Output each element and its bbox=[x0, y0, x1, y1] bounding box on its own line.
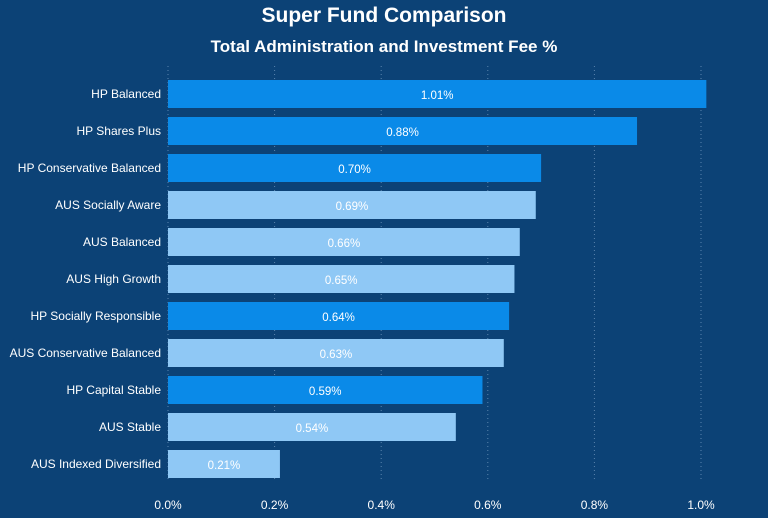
bar bbox=[168, 80, 707, 108]
data-label: 0.54% bbox=[296, 423, 329, 435]
bar bbox=[168, 117, 638, 145]
category-label: AUS Indexed Diversified bbox=[31, 457, 161, 471]
bar bbox=[168, 413, 456, 441]
chart-subtitle: Total Administration and Investment Fee … bbox=[211, 37, 558, 56]
category-label: AUS Socially Aware bbox=[55, 198, 161, 212]
x-tick-label: 0.8% bbox=[581, 498, 609, 512]
category-label: AUS High Growth bbox=[66, 272, 161, 286]
data-label: 0.64% bbox=[322, 312, 355, 324]
data-label: 0.59% bbox=[309, 386, 342, 398]
category-label: HP Socially Responsible bbox=[30, 309, 161, 323]
chart-title: Super Fund Comparison bbox=[261, 4, 506, 27]
data-label: 0.66% bbox=[328, 238, 361, 250]
x-tick-label: 0.4% bbox=[368, 498, 396, 512]
category-label: AUS Conservative Balanced bbox=[10, 346, 161, 360]
x-tick-label: 0.0% bbox=[154, 498, 182, 512]
category-label: AUS Stable bbox=[99, 420, 161, 434]
data-label: 0.70% bbox=[338, 164, 371, 176]
bar bbox=[168, 302, 510, 330]
data-label: 0.65% bbox=[325, 275, 358, 287]
x-tick-label: 0.2% bbox=[261, 498, 289, 512]
bar bbox=[168, 450, 280, 478]
bar bbox=[168, 265, 515, 293]
data-label: 0.69% bbox=[336, 201, 369, 213]
data-label: 0.63% bbox=[320, 349, 353, 361]
category-label: HP Balanced bbox=[91, 87, 161, 101]
category-label: HP Capital Stable bbox=[67, 383, 162, 397]
data-label: 0.88% bbox=[386, 127, 419, 139]
data-label: 1.01% bbox=[421, 90, 454, 102]
category-label: HP Conservative Balanced bbox=[18, 161, 161, 175]
data-label: 0.21% bbox=[208, 460, 241, 472]
bar bbox=[168, 376, 483, 404]
bar bbox=[168, 228, 520, 256]
bar bbox=[168, 339, 504, 367]
category-label: HP Shares Plus bbox=[77, 124, 162, 138]
bar bbox=[168, 191, 536, 219]
bar bbox=[168, 154, 542, 182]
category-label: AUS Balanced bbox=[83, 235, 161, 249]
x-tick-label: 1.0% bbox=[687, 498, 715, 512]
x-tick-label: 0.6% bbox=[474, 498, 502, 512]
